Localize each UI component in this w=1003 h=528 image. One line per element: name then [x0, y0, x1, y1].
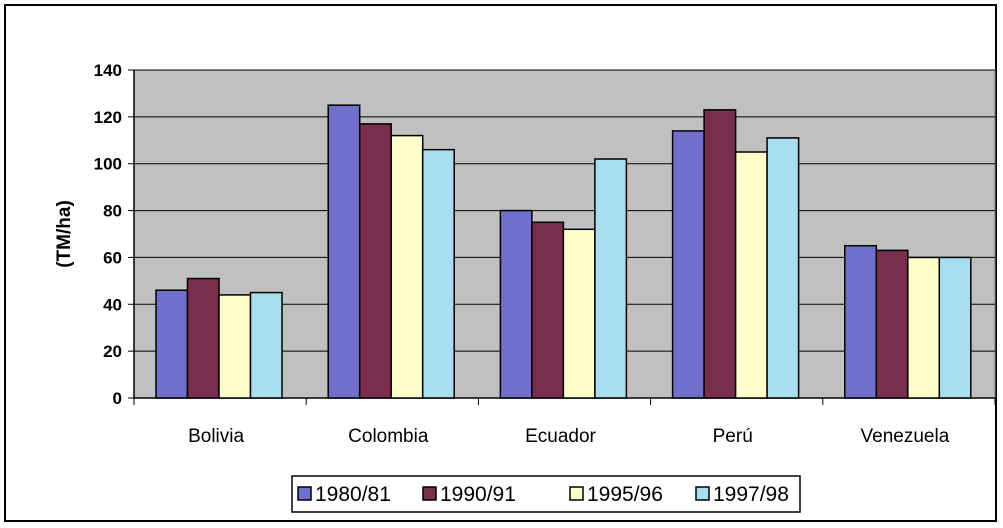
bar [499, 209, 533, 399]
bar [562, 228, 596, 399]
y-tick-label: 80 [103, 202, 122, 221]
bar [844, 244, 878, 399]
bar [766, 137, 800, 399]
legend-label: 1997/98 [713, 483, 789, 506]
legend-box [291, 475, 801, 513]
legend-label: 1990/91 [440, 483, 516, 506]
bar [594, 158, 628, 399]
x-tick-label: Venezuela [861, 426, 950, 447]
legend-swatch [569, 486, 584, 501]
x-tick-label: Colombia [348, 426, 429, 447]
legend-label: 1980/81 [315, 483, 391, 506]
bar [390, 134, 424, 399]
y-tick-label: 20 [103, 342, 122, 361]
bar [671, 130, 705, 399]
legend-label: 1995/96 [587, 483, 663, 506]
legend-swatch [297, 486, 312, 501]
bar [249, 291, 283, 399]
x-tick-label: Ecuador [525, 426, 596, 447]
bar [218, 294, 252, 399]
bar [703, 109, 737, 399]
legend-swatch [422, 486, 437, 501]
bar [875, 249, 909, 399]
bar [327, 104, 361, 399]
x-tick-label: Perú [713, 426, 753, 447]
x-tick-label: Bolivia [188, 426, 244, 447]
legend-swatch [695, 486, 710, 501]
y-tick-label: 140 [94, 61, 122, 80]
bar [155, 289, 189, 399]
y-axis-label: (TM/ha) [54, 200, 75, 268]
bar [938, 256, 972, 399]
y-tick-label: 60 [103, 248, 122, 267]
bar [358, 123, 392, 399]
bar [907, 256, 941, 399]
y-tick-label: 0 [113, 389, 122, 408]
bar [734, 151, 768, 399]
y-tick-label: 40 [103, 295, 122, 314]
bar [531, 221, 565, 399]
bar [186, 277, 220, 399]
y-tick-label: 120 [94, 108, 122, 127]
bar [421, 148, 455, 399]
y-tick-label: 100 [94, 155, 122, 174]
